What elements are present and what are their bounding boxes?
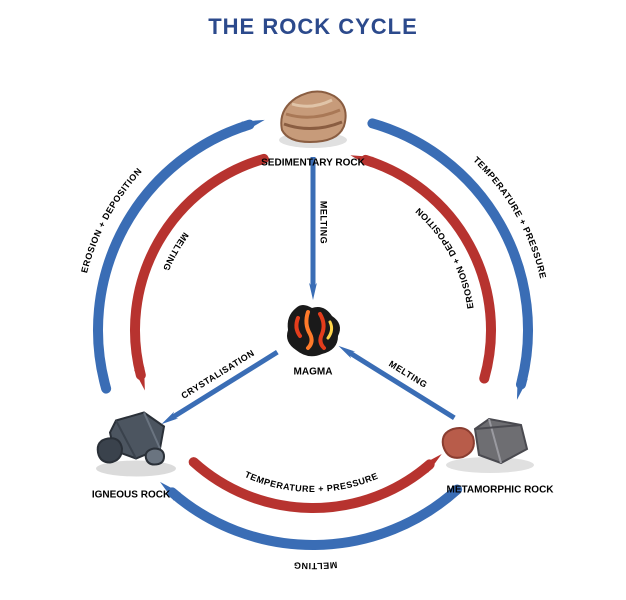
edge-label-sedimentary-magma: MELTING [319, 201, 329, 244]
label-sedimentary: SEDIMENTARY ROCK [261, 158, 365, 169]
arrow-magma-igneous [172, 352, 278, 418]
rock-cycle-diagram: THE ROCK CYCLE TEMPERATURE + PRESSUREMEL… [0, 0, 626, 600]
edge-label-sedimentary-metamorphic: TEMPERATURE + PRESSURE [471, 155, 548, 280]
rock-igneous [86, 403, 186, 478]
rock-sedimentary [268, 80, 358, 150]
edge-label-metamorphic-sedimentary: EROSION + DEPOSITION [413, 206, 475, 310]
label-magma: MAGMA [294, 367, 333, 378]
rock-metamorphic [435, 405, 545, 475]
edge-label-igneous-metamorphic: TEMPERATURE + PRESSURE [243, 469, 379, 494]
edge-label-metamorphic-magma: MELTING [387, 359, 429, 390]
arc-metamorphic-igneous [172, 490, 457, 545]
label-igneous: IGNEOUS ROCK [92, 490, 170, 501]
label-metamorphic: METAMORPHIC ROCK [446, 485, 553, 496]
rock-magma [278, 298, 348, 362]
edge-label-metamorphic-igneous: MELTING [293, 560, 338, 571]
